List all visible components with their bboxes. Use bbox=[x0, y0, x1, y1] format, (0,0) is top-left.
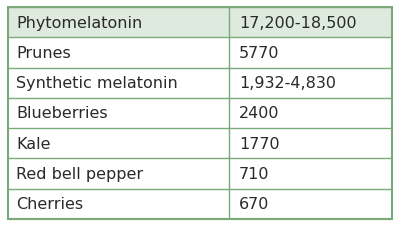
Bar bbox=[8, 68, 392, 99]
Text: Phytomelatonin: Phytomelatonin bbox=[16, 16, 142, 30]
Text: 17,200-18,500: 17,200-18,500 bbox=[239, 16, 356, 30]
Bar bbox=[8, 99, 392, 128]
Bar bbox=[8, 189, 392, 219]
Text: Blueberries: Blueberries bbox=[16, 106, 108, 121]
Text: 710: 710 bbox=[239, 166, 269, 181]
Text: 1,932-4,830: 1,932-4,830 bbox=[239, 76, 336, 91]
Text: Red bell pepper: Red bell pepper bbox=[16, 166, 143, 181]
Bar bbox=[8, 8, 392, 38]
Text: 670: 670 bbox=[239, 197, 269, 211]
Text: 5770: 5770 bbox=[239, 46, 279, 61]
Text: Prunes: Prunes bbox=[16, 46, 71, 61]
Text: 1770: 1770 bbox=[239, 136, 280, 151]
Bar bbox=[8, 128, 392, 159]
Bar bbox=[8, 38, 392, 68]
Text: 2400: 2400 bbox=[239, 106, 279, 121]
Bar bbox=[8, 159, 392, 189]
Text: Cherries: Cherries bbox=[16, 197, 83, 211]
Text: Synthetic melatonin: Synthetic melatonin bbox=[16, 76, 178, 91]
Text: Kale: Kale bbox=[16, 136, 50, 151]
